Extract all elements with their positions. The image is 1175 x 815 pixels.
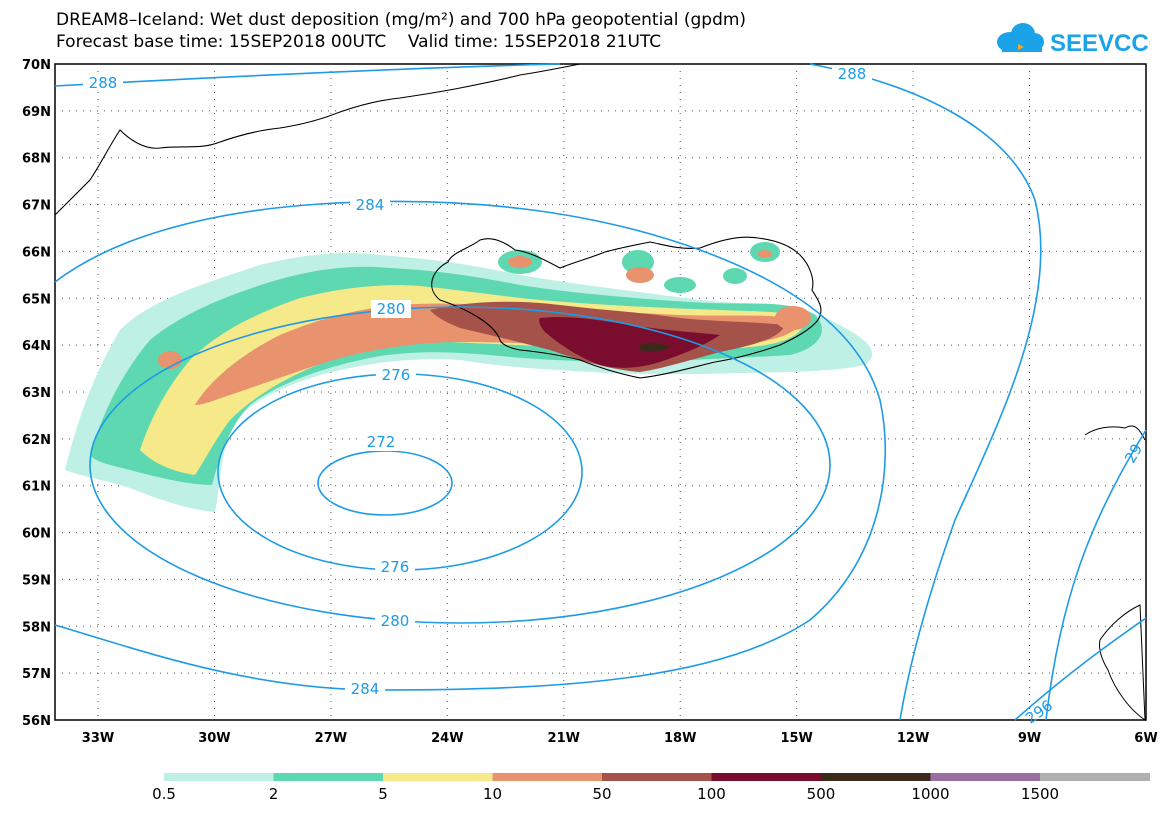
- logo-text: SEEVCCC: [1050, 30, 1150, 57]
- latitude-label: 59N: [22, 573, 51, 588]
- legend-label: 1000: [911, 785, 949, 803]
- longitude-labels: 33W 30W 27W 24W 21W 18W 15W 12W 9W 6W: [82, 731, 1158, 746]
- latitude-label: 67N: [22, 199, 51, 214]
- contour-280: [89, 306, 831, 624]
- grid-lines: [55, 64, 1146, 720]
- contour-label: 284: [351, 680, 380, 698]
- legend-label: 2: [269, 785, 279, 803]
- deposition-spot: [626, 267, 654, 283]
- contour-labels: 288 288 284 280 276 272 276 280 284 296 …: [83, 65, 1146, 727]
- scotland-coastline: [1099, 604, 1146, 721]
- latitude-label: 65N: [22, 292, 51, 307]
- greenland-coastline: [54, 63, 581, 216]
- contour-label: 280: [377, 300, 406, 318]
- legend-swatch: [821, 773, 931, 781]
- contour-label: 276: [382, 366, 411, 384]
- legend-swatch: [273, 773, 384, 781]
- legend-label: 1500: [1021, 785, 1059, 803]
- longitude-label: 24W: [431, 731, 463, 746]
- legend-label: 10: [483, 785, 502, 803]
- legend-swatch: [164, 773, 274, 781]
- legend-label: 5: [378, 785, 388, 803]
- latitude-label: 70N: [22, 58, 51, 73]
- latitude-label: 58N: [22, 620, 51, 635]
- deposition-spot: [508, 256, 532, 268]
- longitude-label: 15W: [780, 731, 812, 746]
- contour-292: [1045, 429, 1147, 721]
- deposition-500: [640, 343, 670, 352]
- contour-label: 272: [367, 433, 396, 451]
- latitude-label: 60N: [22, 527, 51, 542]
- legend-swatch: [492, 773, 603, 781]
- deposition-spot: [723, 268, 747, 284]
- deposition-spot: [758, 250, 772, 258]
- contour-label: 276: [381, 558, 410, 576]
- longitude-label: 12W: [897, 731, 929, 746]
- contour-label: 280: [381, 612, 410, 630]
- longitude-label: 30W: [198, 731, 230, 746]
- latitude-label: 68N: [22, 152, 51, 167]
- legend-swatch: [711, 773, 822, 781]
- longitude-label: 18W: [664, 731, 696, 746]
- longitude-label: 21W: [548, 731, 580, 746]
- latitude-label: 61N: [22, 480, 51, 495]
- seevccc-logo: SEEVCCC: [990, 18, 1166, 58]
- latitude-label: 63N: [22, 386, 51, 401]
- latitude-label: 56N: [22, 714, 51, 729]
- latitude-label: 66N: [22, 245, 51, 260]
- latitude-label: 62N: [22, 433, 51, 448]
- legend-swatch: [383, 773, 493, 781]
- legend-swatch: [1040, 773, 1150, 781]
- geopotential-contours: [54, 63, 1147, 721]
- faroe-coastline: [1084, 425, 1146, 441]
- map-title: DREAM8–Iceland: Wet dust deposition (mg/…: [56, 10, 747, 30]
- contour-label: 288: [838, 65, 867, 83]
- longitude-label: 33W: [82, 731, 114, 746]
- contour-label: 284: [356, 196, 385, 214]
- legend-label: 50: [592, 785, 611, 803]
- contour-296: [1014, 617, 1147, 721]
- contour-label: 288: [89, 74, 118, 92]
- latitude-labels: 70N 69N 68N 67N 66N 65N 64N 63N 62N 61N 60N 59N 58N 5…: [22, 58, 51, 729]
- latitude-label: 69N: [22, 105, 51, 120]
- longitude-label: 27W: [315, 731, 347, 746]
- longitude-label: 9W: [1018, 731, 1041, 746]
- legend-label: 100: [697, 785, 726, 803]
- cloud-icon: [997, 23, 1044, 52]
- map-subtitle: Forecast base time: 15SEP2018 00UTC Vali…: [56, 32, 662, 52]
- legend-label: 500: [807, 785, 836, 803]
- deposition-spot: [664, 277, 696, 293]
- legend-label: 0.5: [152, 785, 176, 803]
- latitude-label: 57N: [22, 667, 51, 682]
- longitude-label: 6W: [1134, 731, 1157, 746]
- deposition-100: [539, 317, 720, 368]
- legend-swatch: [930, 773, 1041, 781]
- legend-swatch: [602, 773, 712, 781]
- latitude-label: 64N: [22, 339, 51, 354]
- iceland-coastline: [431, 236, 822, 379]
- deposition-spot: [775, 306, 811, 330]
